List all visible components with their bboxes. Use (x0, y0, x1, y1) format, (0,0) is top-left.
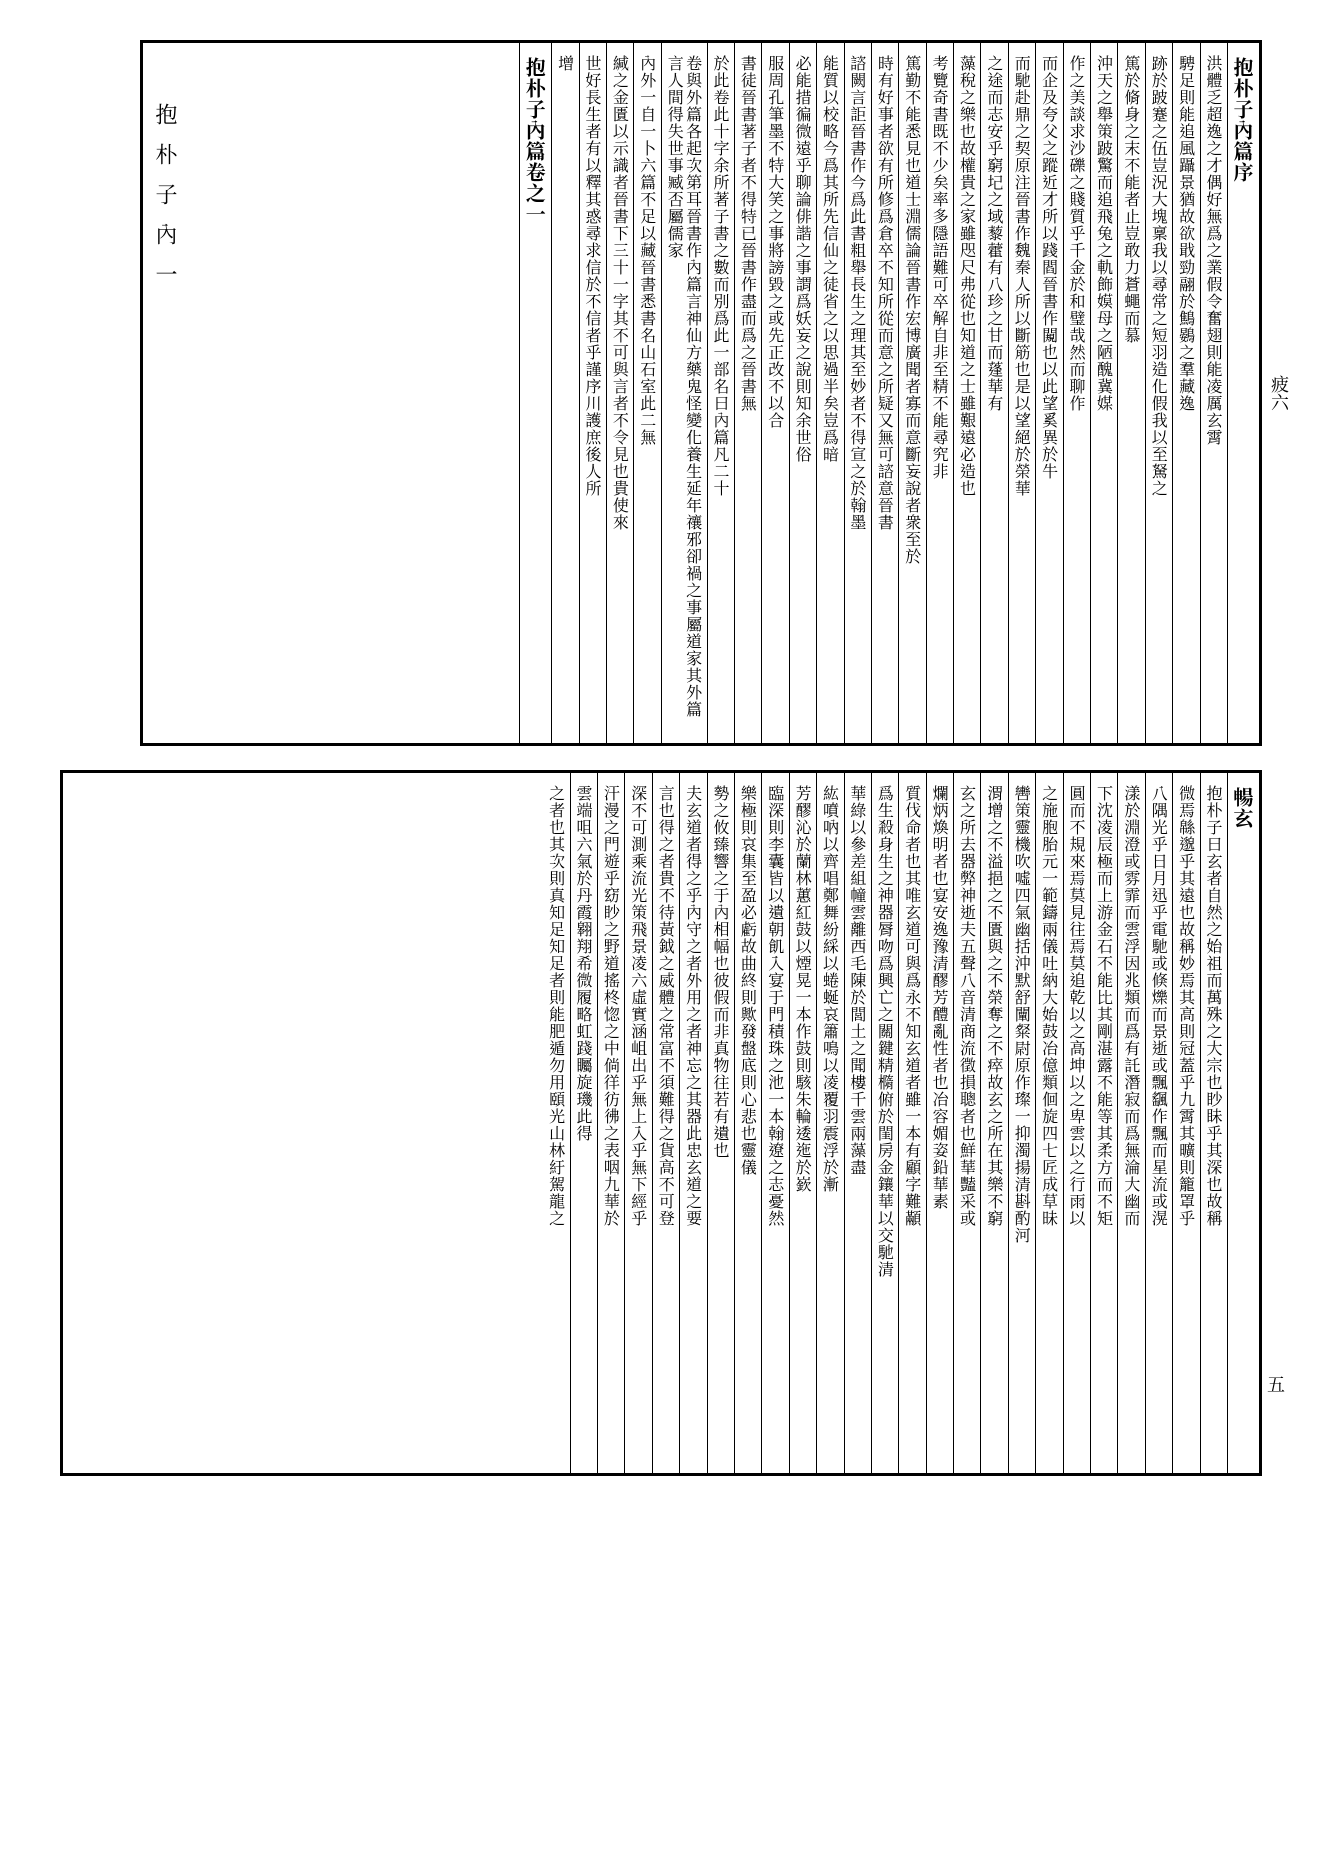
text-column: 而企及夸父之蹤近才所以踐閻晉書作闚也以此望奚異於牛 (1035, 43, 1062, 743)
text-column: 轡策靈機吹噓四氣幽括沖默舒闡粲尉原作璨一抑濁揚清斟酌河 (1008, 773, 1035, 1473)
text-column: 爲生殺身生之神器脣吻爲興亡之關鍵精橢俯於閨房金鑲華以交馳清 (871, 773, 898, 1473)
text-column: 抱朴子曰玄者自然之始祖而萬殊之大宗也眇眛乎其深也故稱 (1200, 773, 1227, 1473)
text-column: 玄之所去器弊神逝夫五聲八音清商流徵損聰者也鮮華豔采或 (953, 773, 980, 1473)
text-column: 必能措徧微遠乎聊論俳諧之事謂爲妖妄之說則知余世俗 (789, 43, 816, 743)
text-column: 言也得之者貴不待黃鉞之威體之常富不須難得之貨高不可登 (652, 773, 679, 1473)
text-column: 而馳赴鼎之契原注晉書作魏秦人所以斷筋也是以望絕於榮華 (1008, 43, 1035, 743)
text-column: 華綠以參差組幢雲離西毛陳於閭土之聞樓千雲兩藻盡 (844, 773, 871, 1473)
page-number: 五 (1263, 1375, 1289, 1393)
text-column: 書徒晉書著子者不得特已晉書作盡而爲之晉書無 (734, 43, 761, 743)
text-column: 世好長生者有以釋其惑尋求信於不信者乎謹序川護庶後人所 (579, 43, 606, 743)
text-column: 臨深則李囊皆以遺朝飢入宴于門積珠之池一本翰遼之志憂然 (761, 773, 788, 1473)
text-column: 漾於淵澄或雰霏而雲浮因兆類而爲有託潛寂而爲無淪大幽而 (1117, 773, 1144, 1473)
text-column: 八隅光乎日月迅乎電馳或倏爍而景逝或飄颻作飄而星流或滉 (1145, 773, 1172, 1473)
section-title-lower: 暢玄 (1227, 773, 1259, 1473)
text-column: 汗漫之門遊乎窈眇之野道搖柊惚之中倘徉彷彿之表咽九華於 (597, 773, 624, 1473)
text-column: 沖天之舉策跛驚而追飛兔之軌飾嫫母之陋醜冀媒 (1090, 43, 1117, 743)
text-column: 騁足則能追風躡景猶故欲戢勁翮於鷦鷃之羣藏逸 (1172, 43, 1199, 743)
chapter-end-title: 抱朴子內篇卷之一 (519, 43, 551, 743)
text-column: 洪體乏超逸之才偶好無爲之業假令奮翅則能凌厲玄霄 (1200, 43, 1227, 743)
text-column: 卷與外篇各起次第耳晉書作內篇言神仙方藥鬼怪變化養生延年禳邪卻禍之事屬道家其外篇言… (661, 43, 707, 743)
text-column: 增 (551, 43, 578, 743)
text-column: 服周孔筆墨不特大笑之事將謗毀之或先正改不以合 (761, 43, 788, 743)
text-column: 藻稅之樂也故權貴之家雖咫尺弗從也知道之士雖艱遠必造也 (953, 43, 980, 743)
text-column: 內外一自一卜六篇不足以藏晉書悉書名山石室此二無 (633, 43, 660, 743)
text-column: 考覽奇書既不少矣率多隱語難可卒解自非至精不能尋究非 (926, 43, 953, 743)
page-label-upper: 疲六 (1267, 375, 1293, 411)
text-column: 諮闕言詎晉書作今爲此書粗舉長生之理其至妙者不得宣之於翰墨 (844, 43, 871, 743)
text-column: 跡於跛蹇之伍豈況大塊稟我以尋常之短羽造化假我以至駑之 (1145, 43, 1172, 743)
text-column: 能質以校略今爲其所先信仙之徒省之以思過半矣豈爲暗 (816, 43, 843, 743)
text-column: 篤勤不能悉見也道士淵儒論晉書作宏博廣聞者寡而意斷妄說者衆至於 (898, 43, 925, 743)
text-column: 紘噴吶以齊唱鄭舞紛綵以蜷蜒哀簫鳴以凌覆羽震浮於漸 (816, 773, 843, 1473)
running-title: 抱朴子內一 (143, 83, 190, 323)
text-column: 之途而志安乎窮圮之域藜藿有八珍之甘而蓬華有 (980, 43, 1007, 743)
text-column: 緘之金匱以示識者晉書下三十一字其不可與言者不令見也貴使來 (606, 43, 633, 743)
text-column: 作之美談求沙礫之賤質乎千金於和璧哉然而聊作 (1063, 43, 1090, 743)
text-column: 樂極則哀集至盈必虧故曲終則歟發盤底則心悲也靈儀 (734, 773, 761, 1473)
text-column: 渭增之不溢挹之不匱與之不榮奪之不瘁故玄之所在其樂不窮 (980, 773, 1007, 1473)
book-page: 疲六 抱朴子內篇序 洪體乏超逸之才偶好無爲之業假令奮翅則能凌厲玄霄 騁足則能追風… (60, 40, 1262, 1476)
lower-text-block: 五 暢玄 抱朴子曰玄者自然之始祖而萬殊之大宗也眇眛乎其深也故稱 微焉緜邈乎其遠也… (60, 770, 1262, 1476)
text-column: 篤於脩身之末不能者止豈敢力蒼蠅而慕 (1117, 43, 1144, 743)
text-column: 之者也其次則真知足知足者則能肥遁勿用頤光山林紆駕龍之 (543, 773, 569, 1473)
text-column: 夫玄道者得之乎內守之者外用之者神忘之其器此忠玄道之要 (679, 773, 706, 1473)
text-column: 雲端咀六氣於丹霞翱翔希微履略虹踐矚旋璣此得 (570, 773, 597, 1473)
text-column: 微焉緜邈乎其遠也故稱妙焉其高則冠蓋乎九霄其曠則籠罩乎 (1172, 773, 1199, 1473)
text-column: 質伐命者也其唯玄道可與爲永不知玄道者雖一本有顧字難顢 (898, 773, 925, 1473)
text-column: 勢之攸臻響之于內相幅也彼假而非真物往若有遺也 (707, 773, 734, 1473)
text-column: 之施胞胎元一範鑄兩儀吐納大始鼓冶億類佪旋四七匠成草昧 (1035, 773, 1062, 1473)
text-column: 時有好事者欲有所修爲倉卒不知所從而意之所疑又無可諮意晉書 (871, 43, 898, 743)
text-column: 下沈凌辰極而上游金石不能比其剛湛露不能等其柔方而不矩 (1090, 773, 1117, 1473)
upper-text-block: 疲六 抱朴子內篇序 洪體乏超逸之才偶好無爲之業假令奮翅則能凌厲玄霄 騁足則能追風… (140, 40, 1262, 746)
text-column: 於此卷此十字余所著子書之數而別爲此一部名曰內篇凡二十 (707, 43, 734, 743)
text-column: 深不可測乘流光策飛景凌六虛實涵岨出乎無上入乎無下經乎 (624, 773, 651, 1473)
text-column: 圓而不規來焉莫見往焉莫追乾以之高坤以之卑雲以之行雨以 (1063, 773, 1090, 1473)
section-title-upper: 抱朴子內篇序 (1227, 43, 1259, 743)
text-column: 爛炳煥明者也宴安逸豫清醪芳醴亂性者也冶容媚姿鉛華素 (926, 773, 953, 1473)
text-column: 芳醪沁於蘭林蕙紅鼓以煙晃一本作鼓則駭朱輪逶迤於嶔 (789, 773, 816, 1473)
